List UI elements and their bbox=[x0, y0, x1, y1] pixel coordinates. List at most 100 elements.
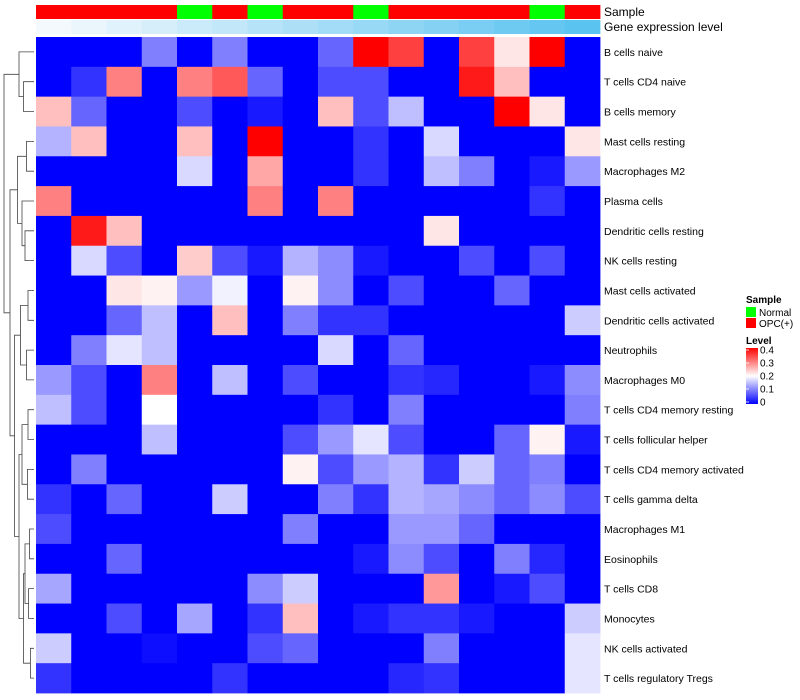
heatmap-cell bbox=[459, 543, 495, 575]
heatmap-cell bbox=[564, 126, 601, 157]
heatmap-cell bbox=[247, 663, 284, 694]
heatmap-cell bbox=[529, 394, 566, 426]
level-color-bar bbox=[746, 348, 758, 404]
heatmap-cell bbox=[388, 245, 425, 276]
heatmap-cell bbox=[212, 275, 248, 306]
heatmap-cell bbox=[353, 66, 389, 98]
heatmap-cell bbox=[247, 37, 284, 68]
heatmap-cell bbox=[177, 663, 213, 694]
heatmap-cell bbox=[282, 305, 319, 336]
heatmap-cell bbox=[106, 335, 143, 366]
heatmap-cell bbox=[212, 394, 248, 426]
heatmap-cell bbox=[71, 543, 107, 575]
heatmap-cell bbox=[494, 365, 530, 396]
heatmap-cell bbox=[459, 394, 495, 426]
heatmap-cell bbox=[318, 514, 354, 545]
heatmap-cell bbox=[318, 365, 354, 396]
heatmap-cell bbox=[388, 66, 425, 98]
heatmap-cell bbox=[529, 245, 566, 276]
heatmap-cell bbox=[459, 365, 495, 396]
heatmap-cell bbox=[529, 66, 566, 98]
heatmap-cell bbox=[282, 275, 319, 306]
heatmap-cell bbox=[212, 305, 248, 336]
heatmap-cell bbox=[282, 663, 319, 694]
heatmap-cell bbox=[106, 394, 143, 426]
heatmap-cell bbox=[71, 37, 107, 68]
heatmap-cell bbox=[459, 514, 495, 545]
heatmap-cell bbox=[177, 633, 213, 664]
heatmap-cell bbox=[423, 603, 460, 634]
heatmap-cell bbox=[388, 96, 425, 127]
sample-track-cell bbox=[247, 5, 284, 19]
heatmap-cell bbox=[494, 215, 530, 247]
heatmap-cell bbox=[318, 603, 354, 634]
heatmap-cell bbox=[282, 96, 319, 127]
heatmap-cell bbox=[423, 514, 460, 545]
sample-track-cell bbox=[388, 5, 425, 19]
heatmap-cell bbox=[36, 186, 72, 217]
heatmap-cell bbox=[36, 245, 72, 276]
heatmap-cell bbox=[353, 663, 389, 694]
heatmap-cell bbox=[212, 96, 248, 127]
heatmap-cell bbox=[71, 66, 107, 98]
heatmap-cell bbox=[106, 663, 143, 694]
sample-annotation-track bbox=[36, 5, 601, 19]
heatmap-cell bbox=[529, 424, 566, 455]
heatmap-cell bbox=[141, 186, 178, 217]
heatmap-cell bbox=[564, 156, 601, 187]
heatmap-cell bbox=[247, 484, 284, 515]
expression-track-cell bbox=[388, 20, 425, 34]
heatmap-cell bbox=[247, 126, 284, 157]
heatmap-cell bbox=[247, 424, 284, 455]
heatmap-cell bbox=[71, 96, 107, 127]
heatmap-cell bbox=[177, 394, 213, 426]
legend-tick-label: 0.4 bbox=[760, 346, 774, 357]
heatmap-cell bbox=[353, 96, 389, 127]
expression-track-cell bbox=[423, 20, 460, 34]
heatmap-cell bbox=[494, 424, 530, 455]
heatmap-cell bbox=[106, 603, 143, 634]
sample-track-cell bbox=[423, 5, 460, 19]
heatmap-cell bbox=[529, 275, 566, 306]
heatmap-cell bbox=[212, 454, 248, 485]
heatmap-cell bbox=[423, 245, 460, 276]
heatmap-cell bbox=[494, 484, 530, 515]
row-label: Eosinophils bbox=[604, 554, 658, 566]
heatmap-cell bbox=[212, 633, 248, 664]
heatmap-cell bbox=[212, 245, 248, 276]
heatmap-cell bbox=[564, 394, 601, 426]
heatmap-cell bbox=[177, 424, 213, 455]
row-label: B cells naive bbox=[604, 47, 663, 59]
legend-entry-label: Normal bbox=[759, 308, 791, 319]
heatmap-cell bbox=[564, 543, 601, 575]
heatmap-cell bbox=[212, 335, 248, 366]
heatmap-cell bbox=[564, 215, 601, 247]
dendrogram-branch bbox=[26, 141, 34, 172]
heatmap-cell bbox=[459, 335, 495, 366]
heatmap-cell bbox=[36, 603, 72, 634]
dendrogram-branch bbox=[18, 454, 24, 619]
dendrogram-branch bbox=[9, 189, 18, 437]
heatmap-cell bbox=[388, 514, 425, 545]
heatmap-cell bbox=[177, 603, 213, 634]
heatmap-cell bbox=[564, 514, 601, 545]
heatmap-cell bbox=[141, 543, 178, 575]
heatmap-cell bbox=[36, 365, 72, 396]
heatmap-cell bbox=[564, 245, 601, 276]
heatmap-cell bbox=[529, 573, 566, 604]
heatmap-cell bbox=[423, 96, 460, 127]
sample-track-cell bbox=[494, 5, 530, 19]
heatmap-cell bbox=[247, 335, 284, 366]
heatmap-cell bbox=[318, 543, 354, 575]
heatmap-cell bbox=[36, 633, 72, 664]
heatmap-cell bbox=[212, 365, 248, 396]
heatmap-cell bbox=[564, 633, 601, 664]
heatmap-cell bbox=[423, 37, 460, 68]
heatmap-cell bbox=[177, 96, 213, 127]
heatmap-cell bbox=[459, 663, 495, 694]
heatmap-cell bbox=[529, 543, 566, 575]
heatmap-cell bbox=[353, 633, 389, 664]
heatmap-cell bbox=[36, 484, 72, 515]
heatmap-cell bbox=[494, 186, 530, 217]
heatmap-cell bbox=[177, 186, 213, 217]
